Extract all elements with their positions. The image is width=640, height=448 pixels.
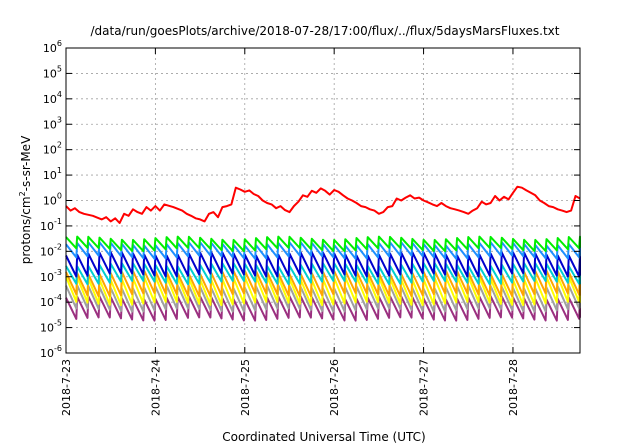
y-tick-base: 10 — [40, 271, 54, 284]
y-tick-label: 103 — [43, 115, 62, 131]
y-tick-exponent: 3 — [57, 115, 62, 124]
series-line-periodic — [65, 251, 581, 278]
y-tick-exponent: -1 — [54, 217, 62, 226]
y-tick-exponent: -4 — [54, 293, 62, 302]
y-tick-exponent: -6 — [54, 344, 62, 353]
y-tick-label: 106 — [43, 39, 62, 55]
x-tick-label: 2018-7-27 — [418, 359, 431, 416]
y-tick-base: 10 — [43, 118, 57, 131]
y-tick-exponent: 1 — [57, 166, 62, 175]
y-tick-base: 10 — [40, 347, 54, 360]
series-group — [65, 185, 581, 322]
y-tick-base: 10 — [40, 220, 54, 233]
y-tick-label: 105 — [43, 64, 62, 80]
y-tick-base: 10 — [43, 42, 57, 55]
y-axis-label-sup: 2 — [18, 191, 27, 196]
y-tick-label: 100 — [43, 192, 62, 208]
y-tick-base: 10 — [43, 93, 57, 106]
y-tick-exponent: -3 — [54, 268, 62, 277]
y-tick-exponent: 0 — [57, 192, 62, 201]
y-tick-exponent: -5 — [54, 319, 62, 328]
y-tick-label: 104 — [43, 90, 62, 106]
y-tick-base: 10 — [43, 169, 57, 182]
y-tick-base: 10 — [40, 245, 54, 258]
x-axis-label: Coordinated Universal Time (UTC) — [222, 430, 425, 444]
y-tick-exponent: 6 — [57, 39, 62, 48]
x-tick-label: 2018-7-28 — [507, 359, 520, 416]
y-tick-label: 10-4 — [40, 293, 62, 309]
x-tick-label: 2018-7-23 — [60, 359, 73, 416]
y-tick-label: 10-3 — [40, 268, 62, 284]
y-axis-label-post: -s-sr-MeV — [19, 135, 33, 191]
y-tick-base: 10 — [40, 296, 54, 309]
y-tick-base: 10 — [43, 195, 57, 208]
chart-title: /data/run/goesPlots/archive/2018-07-28/1… — [91, 24, 560, 38]
y-axis-label: protons/cm2-s-sr-MeV — [18, 135, 33, 264]
y-tick-base: 10 — [43, 144, 57, 157]
y-tick-label: 102 — [43, 141, 62, 157]
y-tick-exponent: 2 — [57, 141, 62, 150]
y-tick-label: 10-5 — [40, 319, 62, 335]
y-tick-label: 10-6 — [40, 344, 62, 360]
y-tick-base: 10 — [40, 322, 54, 335]
y-tick-label: 101 — [43, 166, 62, 182]
series-line — [65, 185, 581, 224]
y-tick-exponent: -2 — [54, 242, 62, 251]
y-tick-base: 10 — [43, 67, 57, 80]
y-tick-label: 10-1 — [40, 217, 62, 233]
x-axis: 2018-7-23 2018-7-24 2018-7-25 2018-7-26 2018… — [60, 48, 520, 416]
x-tick-label: 2018-7-26 — [328, 359, 341, 416]
y-axis: 10610510410310210110010-110-210-310-410-… — [40, 39, 580, 360]
y-tick-exponent: 4 — [57, 90, 62, 99]
y-tick-exponent: 5 — [57, 64, 62, 73]
x-tick-label: 2018-7-24 — [149, 359, 162, 416]
x-tick-label: 2018-7-25 — [239, 359, 252, 416]
y-axis-label-pre: protons/cm — [19, 196, 33, 264]
series-line-periodic — [65, 235, 581, 253]
y-tick-label: 10-2 — [40, 242, 62, 258]
